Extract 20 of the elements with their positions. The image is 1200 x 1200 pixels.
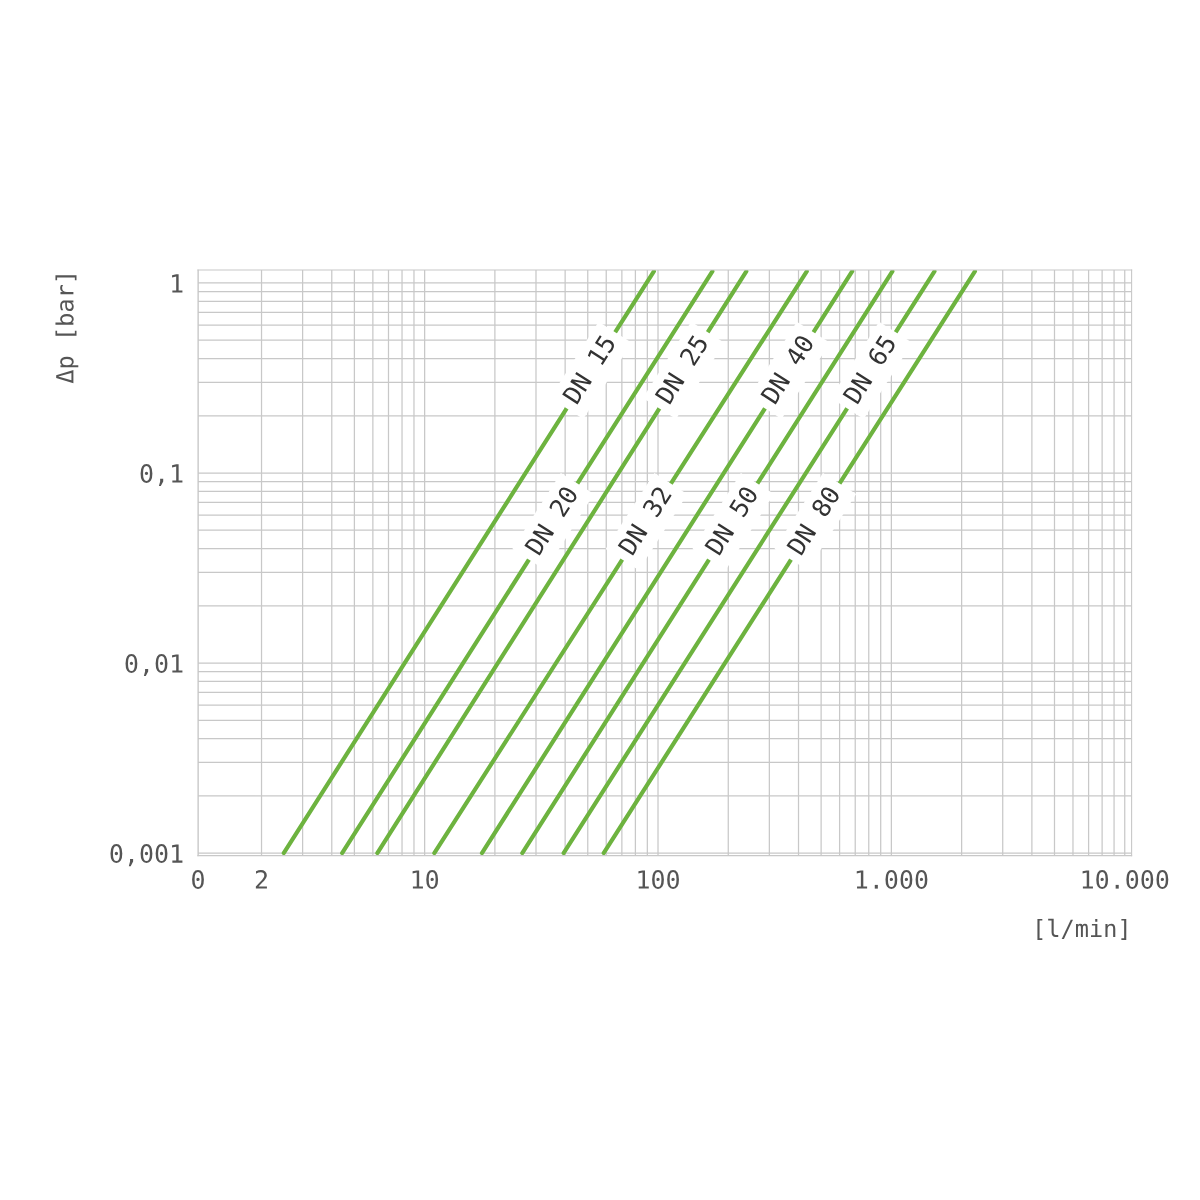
text: DN 15 — [562, 334, 617, 405]
x-tick-label: 10.000 — [1082, 870, 1169, 889]
x-axis-title: [l/min] — [1037, 918, 1127, 940]
x-tick-label: 2 — [255, 870, 267, 889]
text: DN 50 — [704, 484, 759, 556]
text: DN 32 — [617, 485, 672, 556]
x-tick-label: 0 — [192, 870, 204, 889]
x-tick-label: 1.000 — [856, 870, 928, 889]
y-tick-label: 0,01 — [125, 654, 183, 677]
text: DN 65 — [842, 334, 897, 405]
y-axis-title: Δp [bar] — [55, 275, 79, 384]
text: DN 80 — [786, 484, 841, 556]
x-tick-label: 10 — [412, 870, 439, 889]
y-tick-label: 0,1 — [140, 464, 183, 487]
text: DN 20 — [524, 484, 579, 556]
y-tick-label: 1 — [172, 274, 183, 293]
text: DN 40 — [760, 333, 815, 405]
y-tick-label: 0,001 — [110, 844, 183, 867]
text: DN 25 — [654, 334, 709, 405]
x-tick-label: 100 — [638, 870, 679, 889]
